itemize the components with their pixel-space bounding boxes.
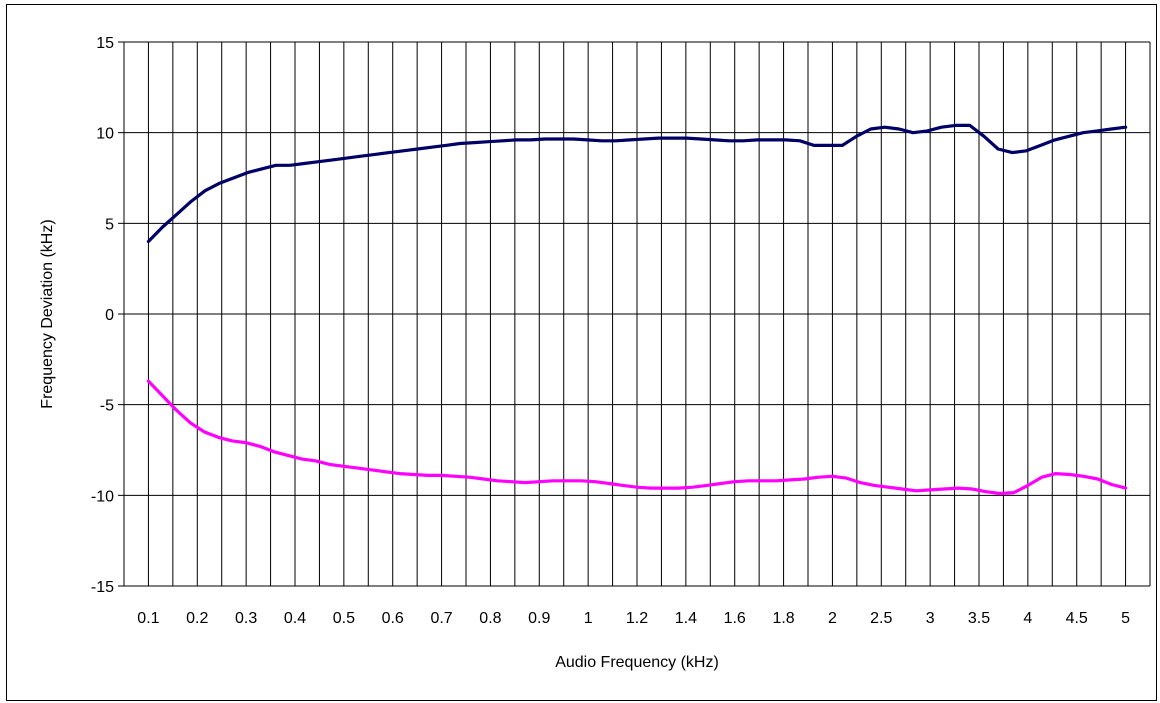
x-tick-label: 0.3 <box>235 610 257 627</box>
x-tick-label: 1.6 <box>724 610 746 627</box>
x-tick-label: 2.5 <box>870 610 892 627</box>
y-tick-label: -15 <box>91 579 114 596</box>
grid-lines <box>124 41 1150 587</box>
x-tick-label: 2 <box>828 610 837 627</box>
x-tick-label: 0.5 <box>333 610 355 627</box>
x-tick-label: 0.1 <box>137 610 159 627</box>
y-tick-label: 0 <box>105 307 114 324</box>
x-tick-label: 0.9 <box>528 610 550 627</box>
x-axis-title: Audio Frequency (kHz) <box>555 654 719 671</box>
x-tick-label: 0.2 <box>186 610 208 627</box>
x-tick-label: 0.7 <box>430 610 452 627</box>
y-tick-label: -10 <box>91 488 114 505</box>
x-tick-labels: 0.1 0.2 0.3 0.4 0.5 0.6 0.7 0.8 0.9 1 1.2 1.4 1.6 1.8… <box>137 610 1130 627</box>
x-tick-label: 4.5 <box>1066 610 1088 627</box>
series-lines <box>146 123 1128 496</box>
series-line-2 <box>146 379 1128 496</box>
x-tick-label: 3.5 <box>968 610 990 627</box>
series-line-1 <box>146 123 1128 244</box>
x-tick-label: 4 <box>1023 610 1032 627</box>
y-tick-label: 5 <box>105 216 114 233</box>
x-tick-label: 1 <box>584 610 593 627</box>
x-tick-label: 0.8 <box>479 610 501 627</box>
x-tick-label: 0.6 <box>382 610 404 627</box>
y-tick-labels: 15 10 5 0 -5 -10 -15 <box>91 35 114 596</box>
y-tick-label: 10 <box>96 126 114 143</box>
x-tick-label: 3 <box>926 610 935 627</box>
y-tick-label: -5 <box>100 398 114 415</box>
x-tick-label: 1.4 <box>675 610 697 627</box>
y-axis-title: Frequency Deviation (kHz) <box>39 219 56 408</box>
x-tick-label: 0.4 <box>284 610 306 627</box>
x-tick-label: 1.8 <box>772 610 794 627</box>
axes <box>118 41 1151 587</box>
y-tick-label: 15 <box>96 35 114 52</box>
x-tick-label: 5 <box>1121 610 1130 627</box>
x-tick-label: 1.2 <box>626 610 648 627</box>
